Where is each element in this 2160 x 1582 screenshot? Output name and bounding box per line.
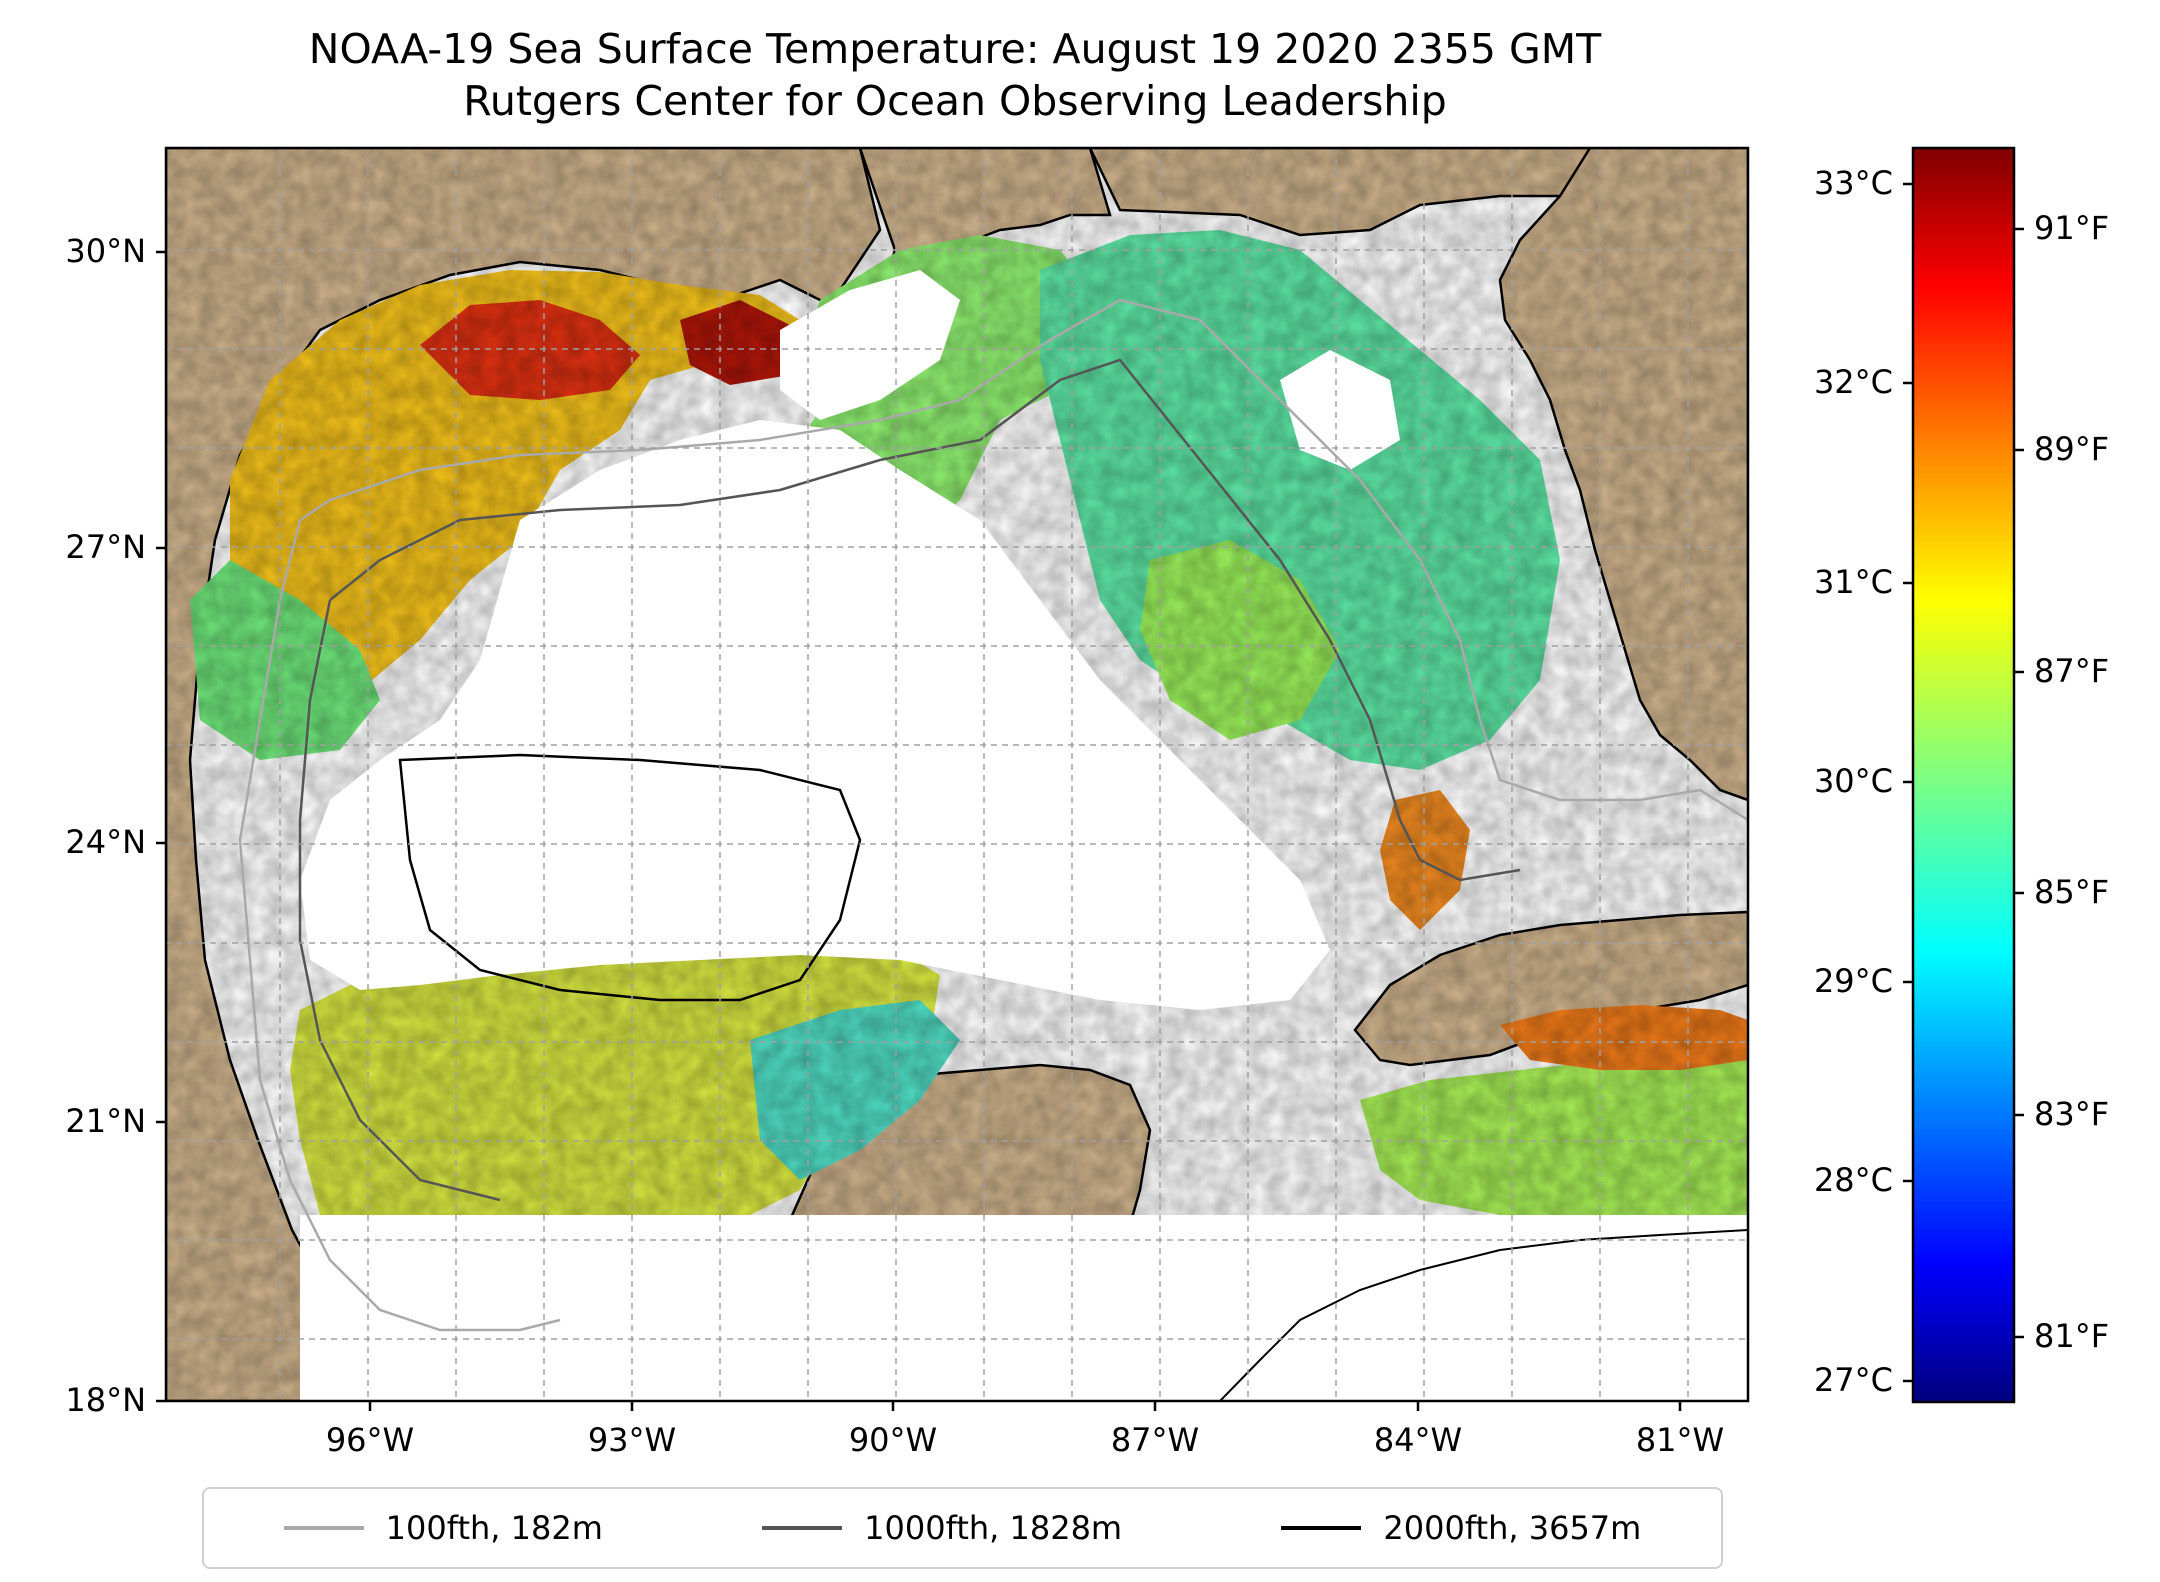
lat-label-21n: 21°N (65, 1102, 146, 1140)
cloud-gaps (300, 270, 1748, 1401)
colorbar-c-33: 33°C (1813, 164, 1893, 202)
colorbar-c-27: 27°C (1813, 1361, 1893, 1399)
land-florida-peninsula (1498, 148, 1748, 802)
sst-northwest-cuba (1360, 1055, 1748, 1215)
gap-south (300, 1215, 1748, 1401)
colorbar-c-32: 32°C (1813, 363, 1893, 401)
colorbar-f-91: 91°F (2034, 209, 2110, 247)
sst-campeche-cool (750, 1000, 960, 1180)
sst-south-cuba-warm (1500, 1005, 1748, 1070)
map-frame (164, 146, 1750, 1403)
map-subtitle: Rutgers Center for Ocean Observing Leade… (463, 77, 1447, 125)
sst-hot-core-east (680, 300, 800, 385)
gap-east (1280, 350, 1400, 470)
gap-central (300, 420, 1330, 1010)
legend-line-icon (1281, 1526, 1362, 1530)
legend-line-icon (762, 1526, 843, 1530)
sst-north-texas (230, 270, 800, 720)
isobath-100fth (238, 298, 1748, 1332)
sst-overlay (190, 230, 1748, 1215)
legend-label: 2000fth, 3657m (1383, 1509, 1642, 1547)
legend-item-1000fth: 1000fth, 1828m (762, 1509, 1122, 1547)
legend-label: 100fth, 182m (385, 1509, 603, 1547)
legend-line-icon (283, 1526, 364, 1530)
colorbar (1911, 146, 2016, 1404)
colorbar-c-28: 28°C (1813, 1161, 1893, 1199)
sst-west-shelf (190, 560, 380, 760)
map-area (166, 148, 1748, 1401)
colorbar-f-89: 89°F (2034, 430, 2110, 468)
lon-label-93w: 93°W (587, 1421, 677, 1459)
colorbar-f-81: 81°F (2034, 1317, 2110, 1355)
colorbar-c-29: 29°C (1813, 962, 1893, 1000)
sst-hot-core (420, 300, 640, 400)
gap-north-shelf (780, 270, 960, 420)
sst-east-blobs (1140, 540, 1340, 740)
colorbar-ticks (1903, 182, 2024, 1383)
isobath-2000fth-cuba (1219, 1229, 1748, 1401)
lon-label-87w: 87°W (1110, 1421, 1200, 1459)
legend-item-100fth: 100fth, 182m (283, 1509, 603, 1547)
lon-label-90w: 90°W (848, 1421, 938, 1459)
lat-label-30n: 30°N (65, 232, 146, 270)
map-title: NOAA-19 Sea Surface Temperature: August … (308, 25, 1602, 73)
lat-label-24n: 24°N (65, 823, 146, 861)
map-axis-ticks (156, 250, 1682, 1411)
lat-label-18n: 18°N (65, 1381, 146, 1419)
isobath-legend: 100fth, 182m 1000fth, 1828m 2000fth, 365… (202, 1487, 1723, 1569)
lon-label-96w: 96°W (325, 1421, 415, 1459)
legend-label: 1000fth, 1828m (864, 1509, 1123, 1547)
colorbar-f-85: 85°F (2034, 873, 2110, 911)
lon-label-81w: 81°W (1635, 1421, 1725, 1459)
colorbar-f-87: 87°F (2034, 652, 2110, 690)
legend-item-2000fth: 2000fth, 3657m (1281, 1509, 1641, 1547)
colorbar-f-83: 83°F (2034, 1095, 2110, 1133)
land-cuba (1353, 910, 1748, 1067)
colorbar-c-30: 30°C (1813, 762, 1893, 800)
lon-label-84w: 84°W (1373, 1421, 1463, 1459)
colorbar-c-31: 31°C (1813, 563, 1893, 601)
lat-label-27n: 27°N (65, 528, 146, 566)
